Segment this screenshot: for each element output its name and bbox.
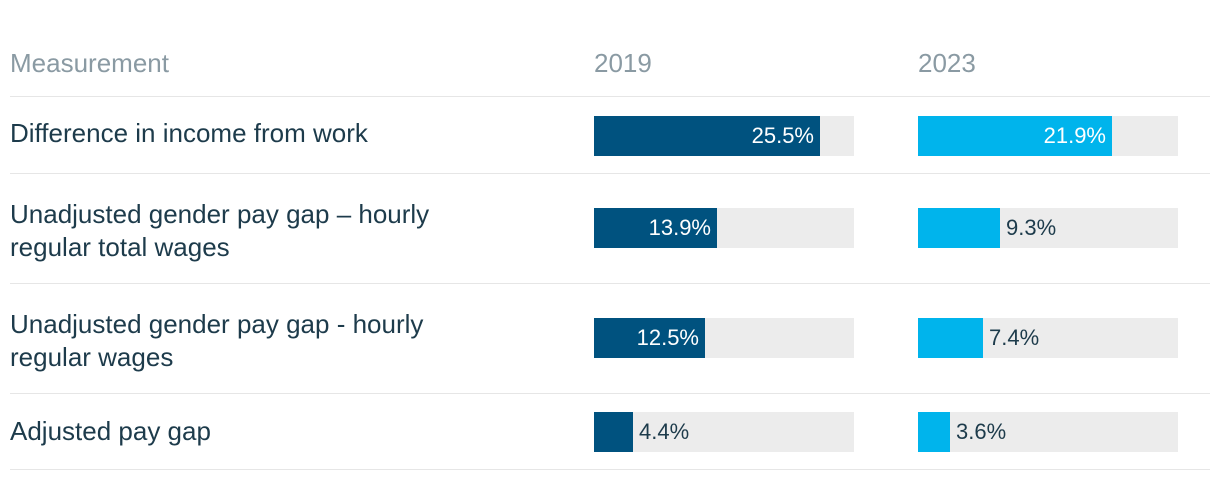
bar-row1-2019 — [594, 208, 717, 248]
bar-row0-2023 — [918, 116, 1112, 156]
bar-track-row3-2023: 3.6% — [918, 412, 1178, 452]
measurement-label: Difference in income from work — [10, 118, 368, 148]
value-label-row1-2019: 13.9% — [648, 215, 711, 240]
year-2023-header: 2023 — [918, 48, 976, 78]
value-label-row2-2023: 7.4% — [989, 325, 1040, 350]
bar-row3-2019 — [594, 412, 633, 452]
measurement-label: Adjusted pay gap — [10, 416, 211, 446]
table-row: Difference in income from work 25.5% 21.9% — [10, 97, 1210, 174]
bar-track-row2-2019: 12.5% — [594, 318, 854, 358]
bar-track-row0-2019: 25.5% — [594, 116, 854, 156]
bar-track-row1-2019: 13.9% — [594, 208, 854, 248]
value-label-row1-2023: 9.3% — [1006, 215, 1057, 240]
bar-row1-2023 — [918, 208, 1000, 248]
table-row: Unadjusted gender pay gap - hourly regul… — [10, 283, 1210, 394]
year-2019-header: 2019 — [594, 48, 652, 78]
bar-row2-2023 — [918, 318, 983, 358]
bar-row0-2019 — [594, 116, 820, 156]
bar-track-row2-2023: 7.4% — [918, 318, 1178, 358]
bar-track-row1-2023: 9.3% — [918, 208, 1178, 248]
table-header: Measurement 2019 2023 — [10, 0, 1210, 97]
bar-track-row0-2023: 21.9% — [918, 116, 1178, 156]
measurement-label: Unadjusted gender pay gap – hourly regul… — [10, 199, 430, 262]
value-label-row0-2019: 25.5% — [751, 123, 814, 148]
bar-track-row3-2019: 4.4% — [594, 412, 854, 452]
value-label-row3-2023: 3.6% — [956, 419, 1007, 444]
table-row: Adjusted pay gap 4.4% 3.6% — [10, 393, 1210, 470]
value-label-row2-2019: 12.5% — [636, 325, 699, 350]
measurement-label: Unadjusted gender pay gap - hourly regul… — [10, 309, 424, 372]
measurement-header: Measurement — [10, 48, 169, 78]
table-row: Unadjusted gender pay gap – hourly regul… — [10, 173, 1210, 284]
bar-row3-2023 — [918, 412, 950, 452]
bar-row2-2019 — [594, 318, 705, 358]
value-label-row3-2019: 4.4% — [639, 419, 690, 444]
value-label-row0-2023: 21.9% — [1043, 123, 1106, 148]
